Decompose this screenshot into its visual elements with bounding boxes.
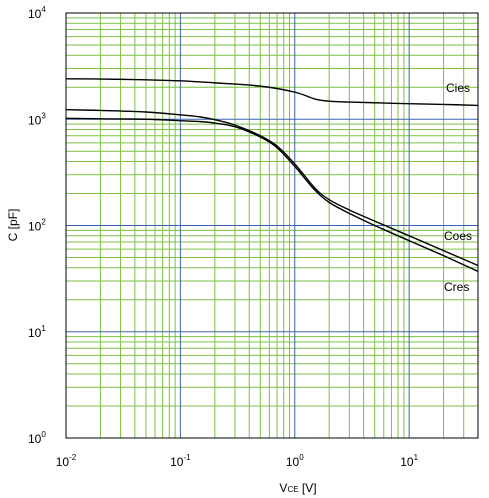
- x-axis-title-subscript: CE: [287, 485, 298, 494]
- y-tick-exponent: 2: [41, 218, 46, 227]
- x-tick-base: 10: [400, 455, 414, 469]
- y-tick-label: 102: [28, 218, 46, 234]
- series-line-cies: [65, 78, 479, 107]
- y-axis-title: C [pF]: [6, 209, 20, 242]
- x-tick-exponent: -1: [183, 453, 191, 462]
- plot-frame: [65, 12, 479, 439]
- x-tick-exponent: 0: [299, 453, 304, 462]
- series-line-cres: [65, 117, 479, 273]
- series-label-cies: Cies: [446, 81, 470, 95]
- y-tick-exponent: 4: [41, 5, 46, 14]
- y-tick-label: 101: [28, 324, 46, 340]
- x-tick-exponent: -2: [69, 453, 77, 462]
- y-tick-label: 103: [28, 111, 46, 127]
- x-tick-label: 100: [286, 453, 304, 469]
- x-axis-title-main: V: [279, 481, 287, 495]
- y-tick-base: 10: [28, 220, 42, 234]
- y-tick-label: 104: [28, 5, 46, 21]
- x-tick-base: 10: [170, 455, 184, 469]
- x-tick-label: 101: [400, 453, 418, 469]
- y-tick-exponent: 3: [41, 111, 46, 120]
- y-tick-base: 10: [28, 326, 42, 340]
- y-tick-label: 100: [28, 430, 46, 446]
- series-label-coes: Coes: [444, 229, 472, 243]
- x-axis-title-suffix: [V]: [299, 481, 317, 495]
- series-line-coes: [65, 109, 479, 267]
- x-axis-title: VCE [V]: [279, 481, 316, 495]
- x-tick-base: 10: [56, 455, 70, 469]
- x-tick-label: 10-1: [170, 453, 191, 469]
- x-tick-label: 10-2: [56, 453, 77, 469]
- x-tick-labels: 10-2 10-1 100 101: [56, 453, 419, 469]
- y-tick-base: 10: [28, 7, 42, 21]
- series-label-cres: Cres: [444, 280, 469, 294]
- y-tick-base: 10: [28, 113, 42, 127]
- y-tick-exponent: 0: [41, 430, 46, 439]
- y-tick-exponent: 1: [41, 324, 46, 333]
- x-tick-base: 10: [286, 455, 300, 469]
- x-tick-exponent: 1: [414, 453, 419, 462]
- series-layer: Cies Coes Cres: [65, 78, 479, 294]
- y-tick-base: 10: [28, 432, 42, 446]
